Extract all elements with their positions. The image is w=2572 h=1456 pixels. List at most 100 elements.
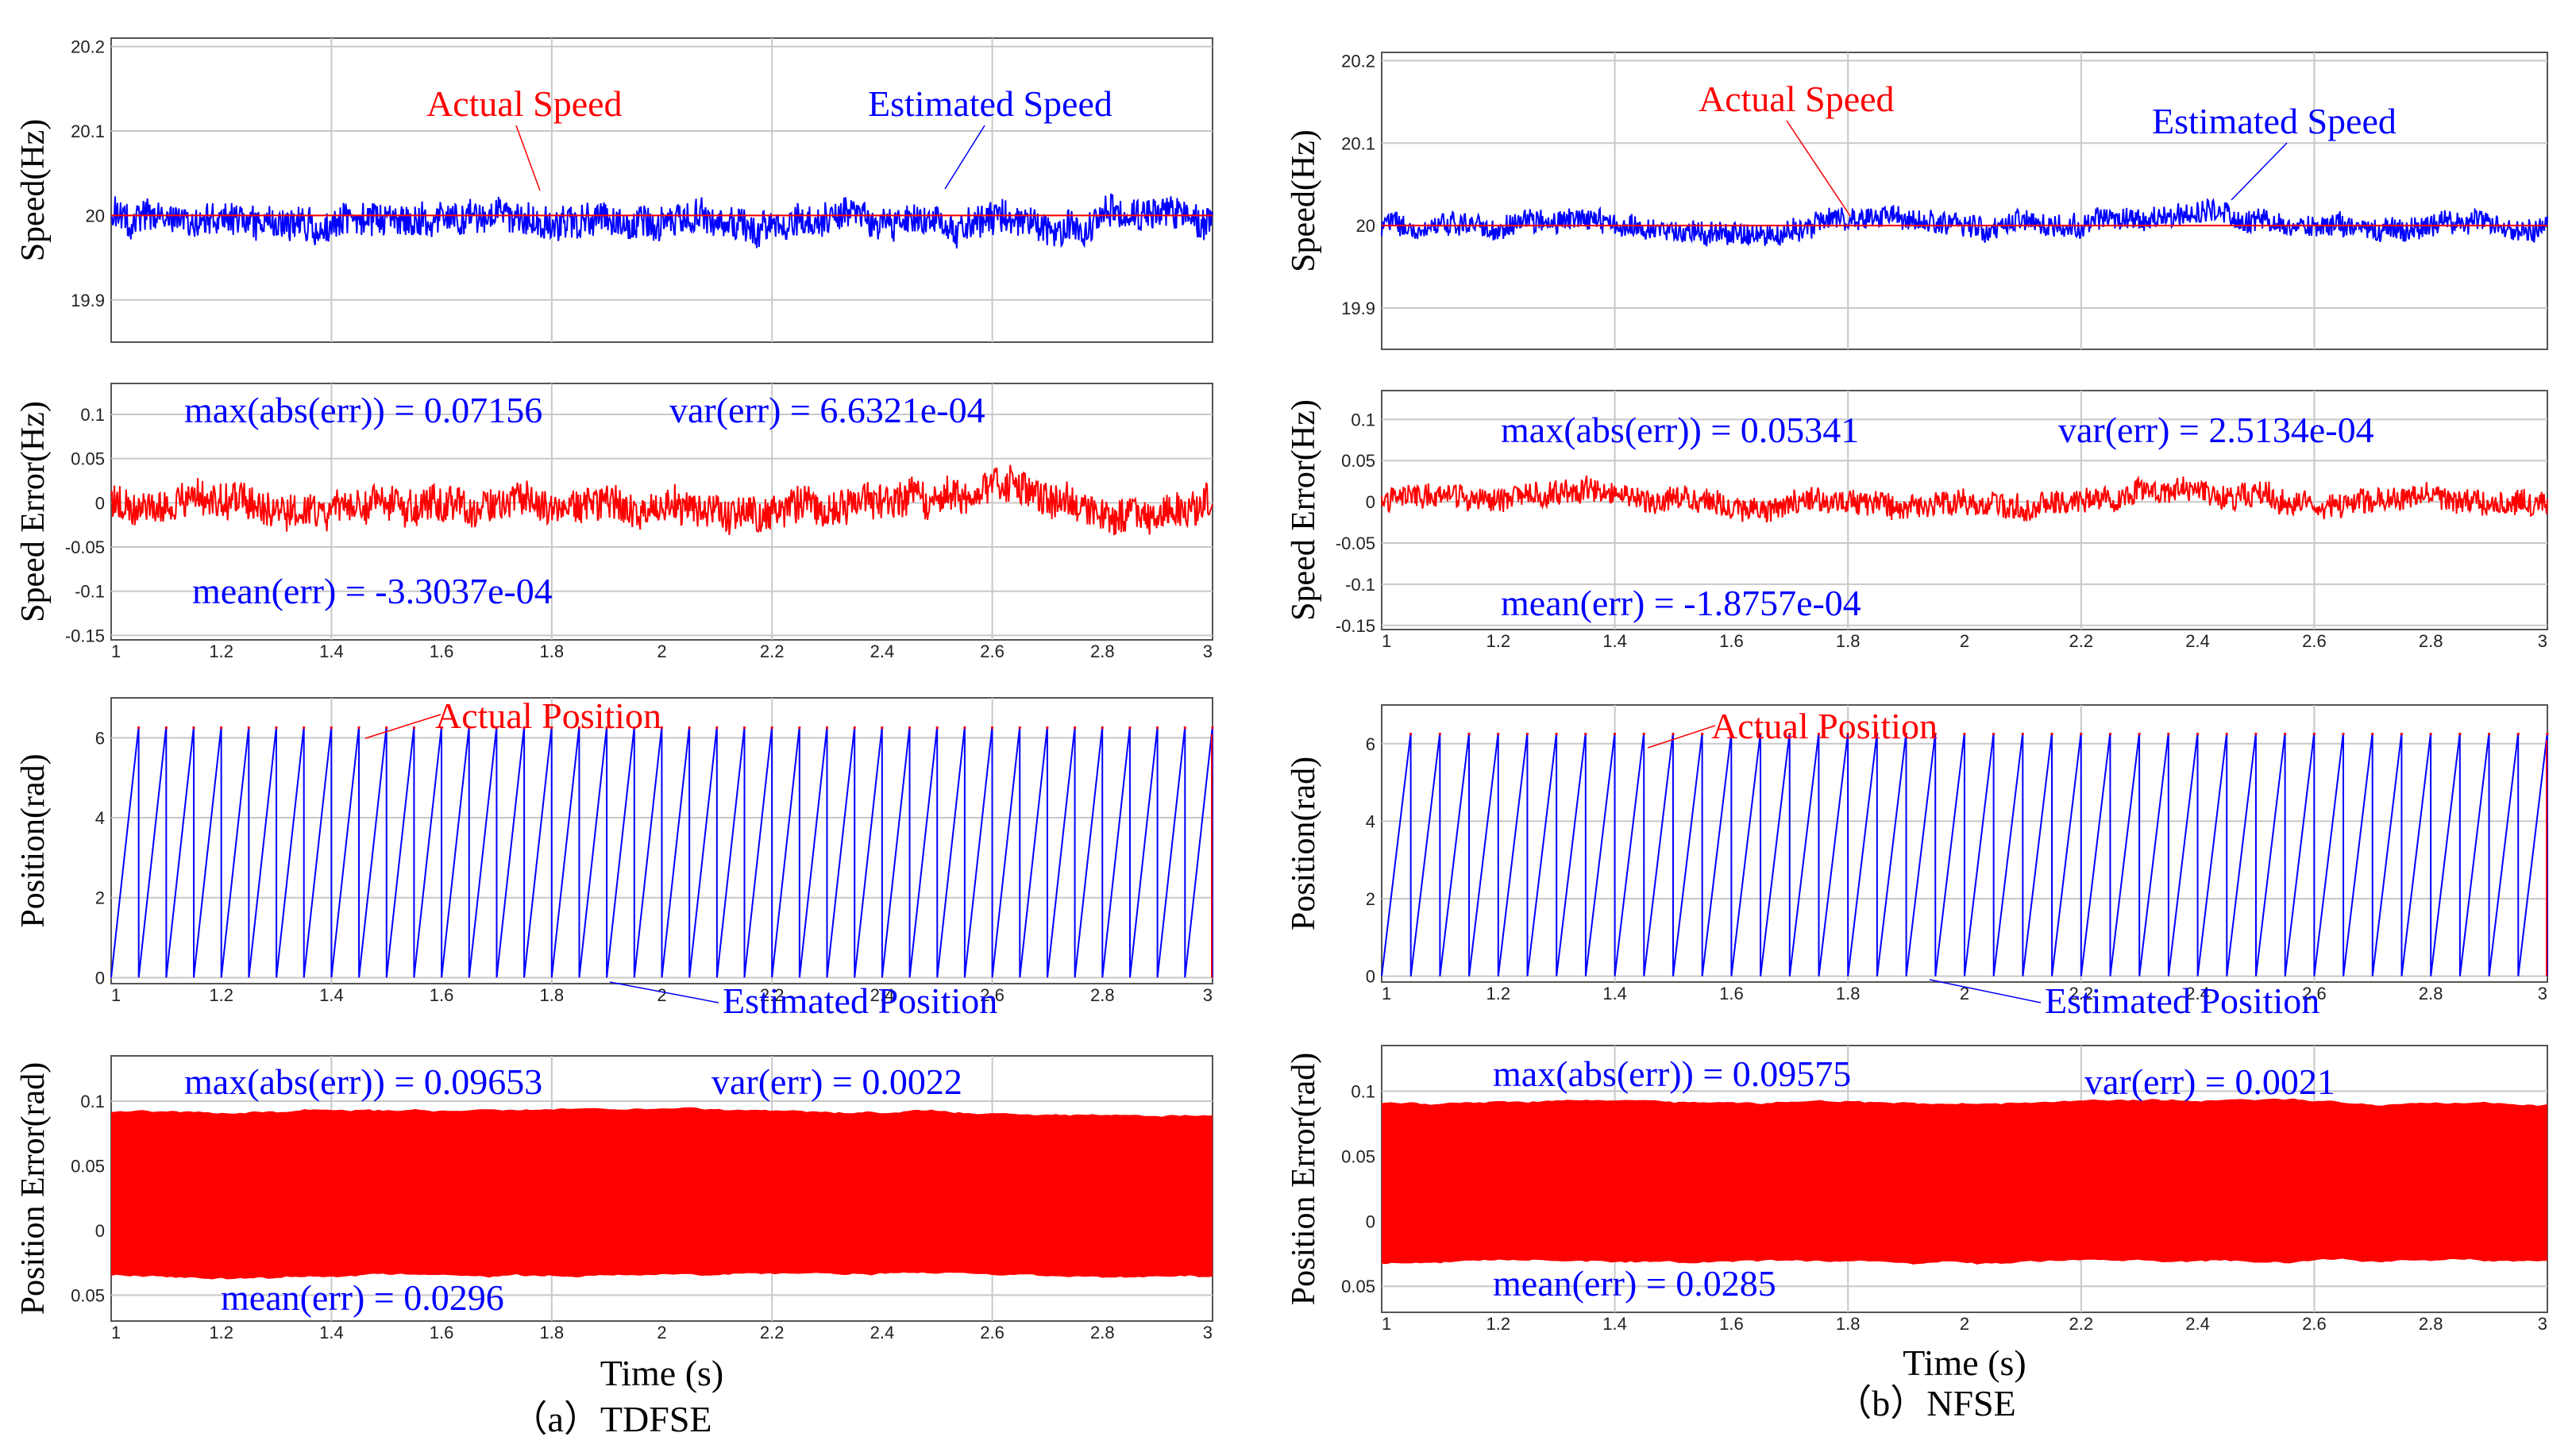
y-tick-label: 0.1 — [80, 1092, 105, 1111]
y-axis-label: Position(rad) — [1286, 757, 1322, 930]
panel-position: 6 4 2 01 1.2 1.4 1.6 1.8 2 2.2 2.4 2.6 2.8 3 Position(… — [15, 695, 1214, 1021]
y-tick-label: 6 — [1366, 734, 1375, 754]
estimated-speed-leader — [944, 125, 985, 190]
actual-speed-leader — [515, 125, 541, 191]
series-position-error-band — [111, 1107, 1213, 1280]
x-tick-label: 2.6 — [2302, 1314, 2327, 1334]
y-tick-label: -0.15 — [65, 626, 105, 645]
y-tick-label: 6 — [95, 728, 105, 748]
x-tick-label: 2.8 — [2419, 631, 2443, 651]
x-tick-label: 1.6 — [430, 641, 454, 661]
y-tick-label: 20.2 — [1341, 51, 1375, 71]
x-tick-label: 1 — [1382, 631, 1391, 651]
y-tick-label: -0.15 — [1336, 616, 1375, 636]
panel-speed: 20.2 20.1 20 19.9 Speed(Hz) Actual Speed Estim… — [15, 37, 1213, 343]
estimated-speed-label: Estimated Speed — [868, 83, 1112, 124]
y-tick-label: 0.05 — [71, 1156, 105, 1176]
x-tick-label: 1.4 — [319, 1323, 344, 1342]
speed-error-max-label: max(abs(err)) = 0.07156 — [184, 390, 542, 430]
speed-error-mean-label: mean(err) = -3.3037e-04 — [192, 571, 553, 611]
y-axis-label: Position Error(rad) — [1286, 1053, 1322, 1305]
estimated-position-leader — [609, 981, 719, 1003]
x-tick-label: 1.2 — [1487, 631, 1511, 651]
y-tick-label: 0.1 — [1351, 1081, 1375, 1101]
y-axis-label: Position(rad) — [15, 753, 52, 927]
series-speed-error — [110, 464, 1213, 536]
x-tick-label: 1.6 — [1719, 631, 1744, 651]
x-tick-label: 3 — [2538, 984, 2547, 1003]
y-tick-label: 0 — [95, 493, 105, 513]
y-tick-label: 0.1 — [1351, 410, 1375, 429]
series-speed-error — [1381, 475, 2548, 523]
actual-speed-label: Actual Speed — [426, 83, 623, 124]
panel-speed-err: 0.1 0.05 0 -0.05 -0.1 -0.15 1 1.2 1.4 1.6 1.8 2 2.2 2… — [1286, 390, 2548, 651]
y-tick-label: 19.9 — [1341, 299, 1375, 318]
actual-position-label: Actual Position — [1711, 706, 1938, 746]
y-axis-label: Speed(Hz) — [15, 119, 52, 262]
x-tick-label: 1.8 — [1836, 631, 1861, 651]
x-tick-label: 2.6 — [980, 985, 1005, 1005]
estimated-position-leader — [1929, 979, 2042, 1003]
position-error-mean-label: mean(err) = 0.0285 — [1493, 1263, 1776, 1304]
x-tick-label: 1 — [111, 641, 121, 661]
speed-error-mean-label: mean(err) = -1.8757e-04 — [1501, 583, 1861, 623]
x-tick-label: 1.8 — [540, 641, 565, 661]
x-tick-label: 2.2 — [2069, 631, 2094, 651]
x-tick-label: 3 — [1203, 1323, 1213, 1342]
x-tick-label: 2 — [657, 641, 666, 661]
y-tick-label: 20 — [1356, 216, 1375, 236]
y-tick-label: 20.2 — [71, 37, 105, 57]
series-actual-position-peaks — [137, 726, 1214, 730]
series-estimated-position — [1381, 732, 2548, 976]
speed-error-max-label: max(abs(err)) = 0.05341 — [1501, 410, 1859, 450]
speed-error-var-label: var(err) = 2.5134e-04 — [2058, 410, 2374, 450]
estimated-position-label: Estimated Position — [2045, 980, 2319, 1021]
x-tick-label: 1.4 — [1602, 631, 1627, 651]
x-tick-label: 2 — [657, 1323, 666, 1342]
position-error-mean-label: mean(err) = 0.0296 — [221, 1277, 504, 1318]
x-tick-label: 2.6 — [980, 1323, 1005, 1342]
y-tick-label: -0.05 — [65, 537, 105, 557]
x-tick-label: 1 — [1382, 1314, 1391, 1334]
x-tick-label: 2.2 — [760, 641, 785, 661]
x-tick-label: 1.2 — [209, 985, 233, 1005]
x-tick-label: 3 — [1203, 641, 1213, 661]
x-tick-label: 2 — [657, 985, 666, 1005]
series-actual-position-peaks — [1409, 733, 2549, 735]
position-error-var-label: var(err) = 0.0022 — [711, 1061, 962, 1102]
y-tick-label: 0.1 — [80, 405, 105, 425]
plot-frame — [110, 37, 1213, 343]
series-estimated-speed — [110, 193, 1213, 248]
x-tick-label: 2.8 — [1090, 1323, 1115, 1342]
y-axis-label: Speed Error(Hz) — [15, 401, 52, 622]
y-tick-label: 0 — [95, 968, 105, 988]
x-tick-label: 1.4 — [1602, 1314, 1627, 1334]
y-axis-label: Speed Error(Hz) — [1286, 399, 1322, 621]
x-tick-label: 3 — [2538, 1314, 2547, 1334]
actual-speed-label: Actual Speed — [1699, 79, 1895, 119]
x-tick-label: 2.4 — [870, 641, 895, 661]
x-tick-label: 1.4 — [1602, 984, 1627, 1003]
panel-position: 6 4 2 01 1.2 1.4 1.6 1.8 2 2.2 2.4 2.6 2.8 3 Position(… — [1286, 704, 2549, 1021]
y-tick-label: -0.1 — [75, 582, 105, 602]
y-axis-label: Speed(Hz) — [1286, 129, 1322, 272]
x-tick-label: 2.6 — [980, 641, 1005, 661]
x-tick-label: 2.8 — [2419, 1314, 2443, 1334]
y-tick-label: 0.05 — [1341, 451, 1375, 471]
x-tick-label: 1.4 — [319, 641, 344, 661]
x-tick-label: 2.6 — [2302, 984, 2327, 1003]
y-axis-label: Position Error(rad) — [15, 1062, 52, 1315]
panel-position-err: 0.1 0.05 0 0.05 1 1.2 1.4 1.6 1.8 2 2.2 2.4 2.6 2.8 3 P… — [1286, 1045, 2548, 1334]
x-tick-label: 1.2 — [209, 641, 233, 661]
x-tick-label: 2.2 — [760, 985, 785, 1005]
subfigure-caption: （a）TDFSE — [511, 1399, 712, 1439]
x-tick-label: 1.2 — [1487, 1314, 1511, 1334]
x-tick-label: 1.4 — [319, 985, 344, 1005]
x-tick-label: 2.6 — [2302, 631, 2327, 651]
x-tick-label: 1 — [111, 1323, 121, 1342]
x-tick-label: 1.6 — [430, 1323, 454, 1342]
x-tick-label: 2.8 — [2419, 984, 2443, 1003]
estimated-speed-leader — [2231, 142, 2288, 201]
